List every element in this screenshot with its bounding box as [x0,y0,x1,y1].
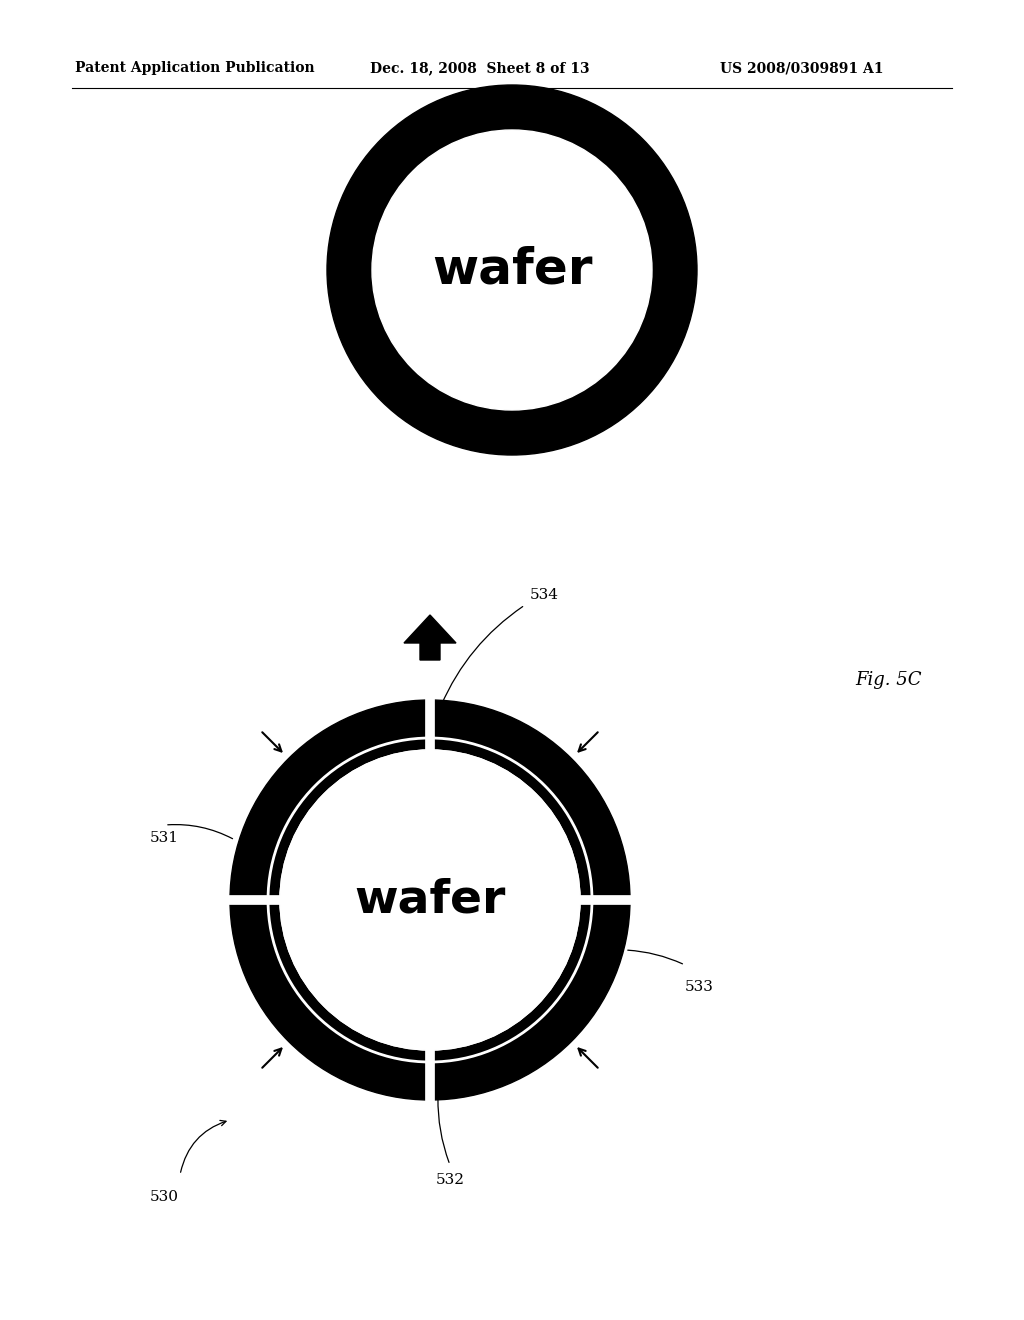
Text: Fig. 5C: Fig. 5C [855,671,922,689]
Text: 530: 530 [150,1191,179,1204]
Text: Patent Application Publication: Patent Application Publication [75,61,314,75]
Circle shape [372,129,652,411]
Text: wafer: wafer [354,878,506,923]
Text: Dec. 18, 2008  Sheet 8 of 13: Dec. 18, 2008 Sheet 8 of 13 [370,61,590,75]
Text: US 2008/0309891 A1: US 2008/0309891 A1 [720,61,884,75]
Text: 531: 531 [150,832,179,845]
Circle shape [280,750,580,1049]
Text: wafer: wafer [432,246,592,294]
Text: 532: 532 [435,1173,465,1187]
Text: 534: 534 [530,587,559,602]
Circle shape [230,700,630,1100]
Circle shape [327,84,697,455]
Text: 533: 533 [685,979,714,994]
FancyArrow shape [404,615,456,660]
